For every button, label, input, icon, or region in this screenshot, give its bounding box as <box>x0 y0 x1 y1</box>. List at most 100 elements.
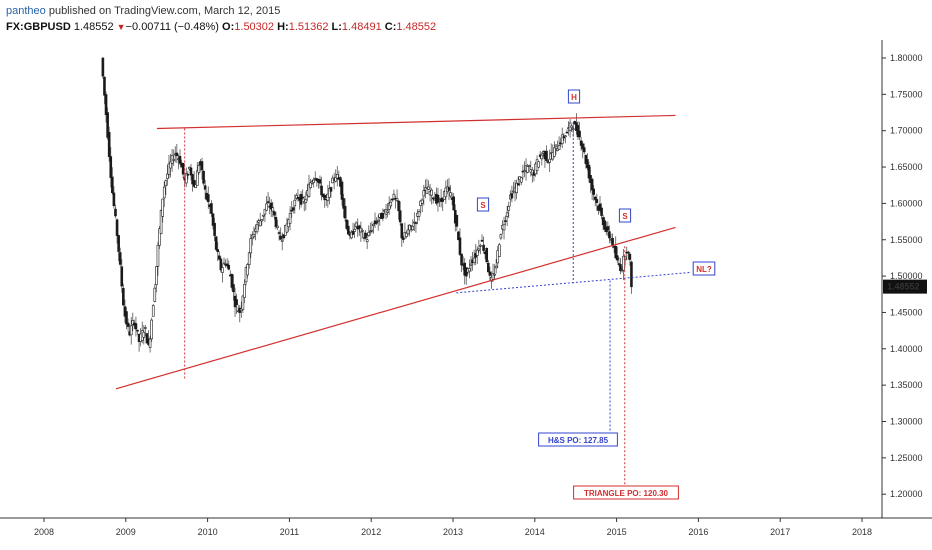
candle-body <box>113 193 115 206</box>
candle-body <box>214 223 216 235</box>
candle-body <box>305 200 307 203</box>
candle-body <box>461 254 463 265</box>
candle-body <box>118 235 120 251</box>
candle-body <box>558 146 560 150</box>
candle-body <box>593 189 595 195</box>
candle-body <box>272 208 274 211</box>
candle-body <box>591 179 593 190</box>
candle-body <box>498 245 500 257</box>
candle-body <box>130 326 132 335</box>
left-shoulder-label-text: S <box>480 201 486 210</box>
candle-body <box>572 129 574 130</box>
candle-body <box>418 211 420 216</box>
candle-body <box>217 249 219 251</box>
candle-body <box>162 199 164 216</box>
candle-body <box>423 191 425 196</box>
candle-body <box>347 226 349 234</box>
candle-body <box>387 211 389 212</box>
candle-body <box>503 225 505 230</box>
candle-body <box>182 163 184 174</box>
triangle-target-label-text: TRIANGLE PO: 120.30 <box>584 489 669 498</box>
candle-body <box>176 153 178 156</box>
candle-body <box>412 226 414 229</box>
candle-body <box>629 254 631 259</box>
candle-body <box>203 171 205 183</box>
triangle-lower-line <box>116 227 676 388</box>
candle-body <box>281 240 283 241</box>
candle-body <box>579 131 581 137</box>
candle-body <box>421 200 423 203</box>
candle-body <box>277 226 279 228</box>
candle-body <box>431 190 433 195</box>
candle-body <box>273 212 275 216</box>
candle-body <box>157 245 159 266</box>
candle-body <box>450 193 452 196</box>
candle-body <box>248 253 250 265</box>
candle-body <box>154 288 156 301</box>
neckline-label-text: NL? <box>696 265 712 274</box>
candle-body <box>607 227 609 231</box>
candle-body <box>253 235 255 237</box>
candle-body <box>165 181 167 186</box>
candle-body <box>415 223 417 224</box>
candle-body <box>612 238 614 245</box>
candle-body <box>495 266 497 268</box>
candle-body <box>487 263 489 272</box>
candle-body <box>300 194 302 204</box>
candle-body <box>398 201 400 211</box>
candle-body <box>173 159 175 160</box>
y-tick-label: 1.50000 <box>890 271 923 281</box>
candle-body <box>313 180 315 182</box>
candle-body <box>486 248 488 261</box>
candle-body <box>223 263 225 264</box>
candle-body <box>481 240 483 241</box>
candle-body <box>401 224 403 238</box>
candle-body <box>630 262 632 287</box>
candle-body <box>508 207 510 211</box>
candle-body <box>121 267 123 286</box>
candle-body <box>377 220 379 221</box>
candle-body <box>135 324 137 329</box>
candle-body <box>103 77 105 95</box>
candle-body <box>511 194 513 198</box>
candle-body <box>456 215 458 226</box>
candle-body <box>372 224 374 225</box>
x-tick-label: 2017 <box>770 527 790 537</box>
candle-body <box>247 264 249 275</box>
candle-body <box>399 211 401 222</box>
candle-body <box>366 240 368 242</box>
candle-body <box>468 268 470 270</box>
candle-body <box>494 274 496 275</box>
candle-body <box>204 186 206 190</box>
x-axis: 2008200920102011201220132014201520162017… <box>34 518 872 537</box>
y-tick-label: 1.30000 <box>890 417 923 427</box>
candle-body <box>119 253 121 265</box>
candle-body <box>476 250 478 255</box>
candle-body <box>583 148 585 152</box>
candle-body <box>561 135 563 144</box>
candle-body <box>163 187 165 198</box>
candle-body <box>187 174 189 175</box>
x-tick-label: 2015 <box>607 527 627 537</box>
candle-body <box>371 230 373 231</box>
candle-body <box>243 284 245 297</box>
candle-body <box>330 187 332 191</box>
price-series <box>102 57 633 353</box>
candle-body <box>566 132 568 133</box>
candle-body <box>280 236 282 239</box>
candle-body <box>265 204 267 210</box>
candle-body <box>196 171 198 186</box>
candle-body <box>453 197 455 210</box>
candle-body <box>267 202 269 203</box>
candle-body <box>549 159 551 162</box>
candle-body <box>116 220 118 236</box>
candle-body <box>407 230 409 234</box>
candle-body <box>506 213 508 217</box>
candle-body <box>236 300 238 305</box>
candle-body <box>207 195 209 202</box>
x-tick-label: 2013 <box>443 527 463 537</box>
candle-body <box>319 180 321 184</box>
candle-body <box>437 195 439 202</box>
x-tick-label: 2018 <box>852 527 872 537</box>
